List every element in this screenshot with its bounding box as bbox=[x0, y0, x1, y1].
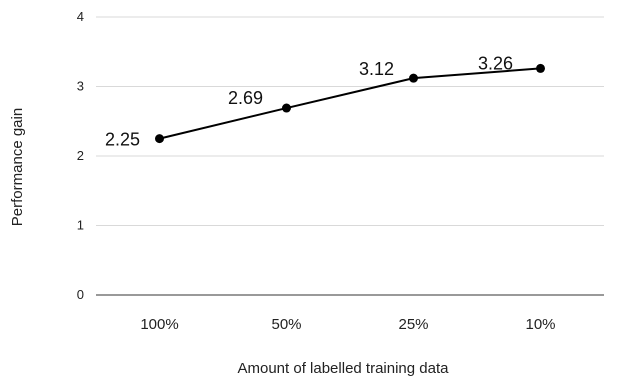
data-label: 3.12 bbox=[359, 59, 394, 79]
data-label: 3.26 bbox=[478, 53, 513, 73]
x-tick-label: 50% bbox=[271, 316, 301, 333]
data-labels: 2.25 2.69 3.12 3.26 bbox=[105, 53, 513, 149]
data-point bbox=[282, 103, 291, 113]
x-axis-label: Amount of labelled training data bbox=[238, 360, 450, 377]
y-tick-label: 2 bbox=[77, 148, 84, 163]
data-point bbox=[536, 63, 545, 73]
series-line bbox=[159, 67, 541, 140]
data-label: 2.25 bbox=[105, 130, 140, 150]
y-tick-label: 0 bbox=[77, 287, 84, 302]
x-tick-label: 100% bbox=[140, 316, 178, 333]
x-tick-label: 10% bbox=[525, 316, 555, 333]
x-tick-label: 25% bbox=[398, 316, 428, 333]
data-point bbox=[409, 73, 418, 83]
y-tick-label: 4 bbox=[77, 9, 84, 24]
y-tick-label: 1 bbox=[77, 218, 84, 233]
x-axis-ticks: 100% 50% 25% 10% bbox=[140, 316, 555, 333]
y-tick-label: 3 bbox=[77, 79, 84, 94]
data-label: 2.69 bbox=[228, 88, 263, 108]
gridlines bbox=[96, 16, 604, 296]
y-axis-ticks: 0 1 2 3 4 bbox=[77, 9, 84, 302]
y-axis-label: Performance gain bbox=[9, 108, 26, 226]
series-layer bbox=[155, 63, 545, 144]
data-point bbox=[155, 134, 164, 144]
